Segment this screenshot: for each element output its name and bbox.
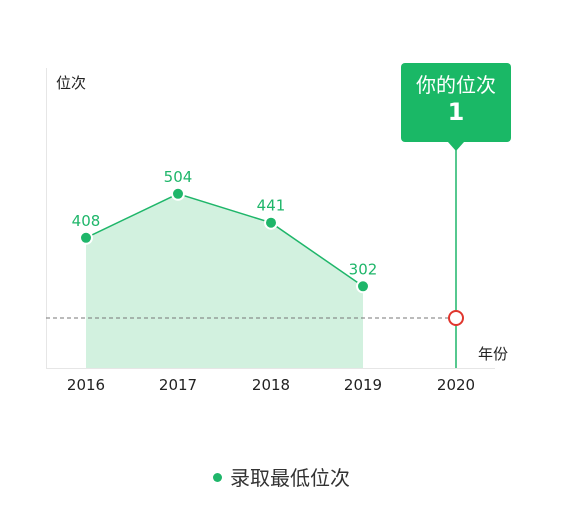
x-tick-label-2017: 2017 [159,376,197,394]
your-rank-value: 1 [447,98,465,126]
x-tick-label-2018: 2018 [252,376,290,394]
data-label-2019: 302 [349,260,378,278]
x-tick-label-2020: 2020 [437,376,475,394]
data-point-2018 [264,215,278,230]
x-axis-title: 年份 [478,345,508,363]
data-label-2018: 441 [257,197,286,215]
x-tick-label-2019: 2019 [344,376,382,394]
series-area [86,193,363,368]
your-rank-title: 你的位次 [416,73,496,97]
legend: 录取最低位次 [0,462,563,491]
data-point-2016 [79,230,93,245]
plot-area: 408 504 441 302 2016 2017 2018 2019 2020 [46,150,475,394]
your-rank-callout: 你的位次 1 [401,63,511,151]
data-point-2019 [356,279,370,294]
chart-canvas: 位次 年份 408 504 441 302 2016 2017 2018 2019 2020 [46,68,508,394]
data-label-2017: 504 [164,168,193,186]
legend-label: 录取最低位次 [230,466,350,490]
your-rank-marker [448,310,464,326]
data-point-2017 [171,186,185,201]
series-line [85,192,364,287]
data-label-2016: 408 [72,212,101,230]
legend-marker [213,473,222,482]
y-axis-title: 位次 [56,74,86,92]
callout-pointer [448,142,464,151]
x-tick-label-2016: 2016 [67,376,105,394]
